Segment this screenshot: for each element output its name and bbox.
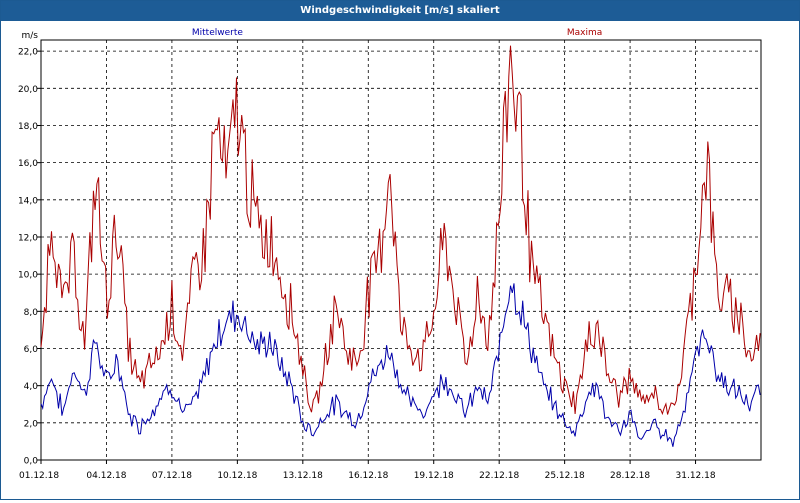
x-tick-label: 22.12.18 [479,471,519,481]
x-tick-label: 31.12.18 [676,471,716,481]
legend-entry-mittelwerte: Mittelwerte [192,28,243,38]
chart-area: 0,0 2,0 4,0 6,0 8,0 10,0 12,0 14,0 16,0 18,0 20,0 2… [1,22,799,499]
x-tick-label: 16.12.18 [348,471,388,481]
x-tick-label: 28.12.18 [610,471,650,481]
x-tick-label: 10.12.18 [217,471,257,481]
legend-layer: Mittelwerte Maxima [192,28,602,38]
x-tick-label: 04.12.18 [86,471,126,481]
series-line-maxima [40,45,761,416]
x-tick-label: 07.12.18 [152,471,192,481]
window-title: Windgeschwindigkeit [m/s] skaliert [1,1,799,21]
y-tick-label: 6,0 [24,345,39,355]
x-tick-label: 13.12.18 [283,471,323,481]
y-tick-label: 10,0 [18,271,38,281]
y-axis-label: m/s [22,31,39,41]
y-tick-label: 18,0 [18,122,38,132]
y-tick-label: 22,0 [18,48,38,58]
y-tick-label: 0,0 [24,457,39,467]
y-tick-label: 2,0 [24,419,39,429]
y-tick-label: 4,0 [24,382,39,392]
x-tick-label: 19.12.18 [414,471,454,481]
y-tick-label: 20,0 [18,85,38,95]
grid-layer [40,39,762,461]
x-tick-label: 01.12.18 [19,471,59,481]
wind-speed-chart: 0,0 2,0 4,0 6,0 8,0 10,0 12,0 14,0 16,0 18,0 20,0 2… [18,28,762,481]
axis-layer: 0,0 2,0 4,0 6,0 8,0 10,0 12,0 14,0 16,0 18,0 20,0 2… [18,31,716,481]
plot-frame [40,39,762,461]
y-tick-label: 12,0 [18,233,38,243]
x-tick-label: 25.12.18 [545,471,585,481]
y-tick-label: 8,0 [24,308,39,318]
series-line-mittelwerte [40,283,761,447]
series-layer [40,45,761,447]
legend-entry-maxima: Maxima [567,28,602,38]
y-tick-label: 16,0 [18,159,38,169]
y-tick-label: 14,0 [18,196,38,206]
